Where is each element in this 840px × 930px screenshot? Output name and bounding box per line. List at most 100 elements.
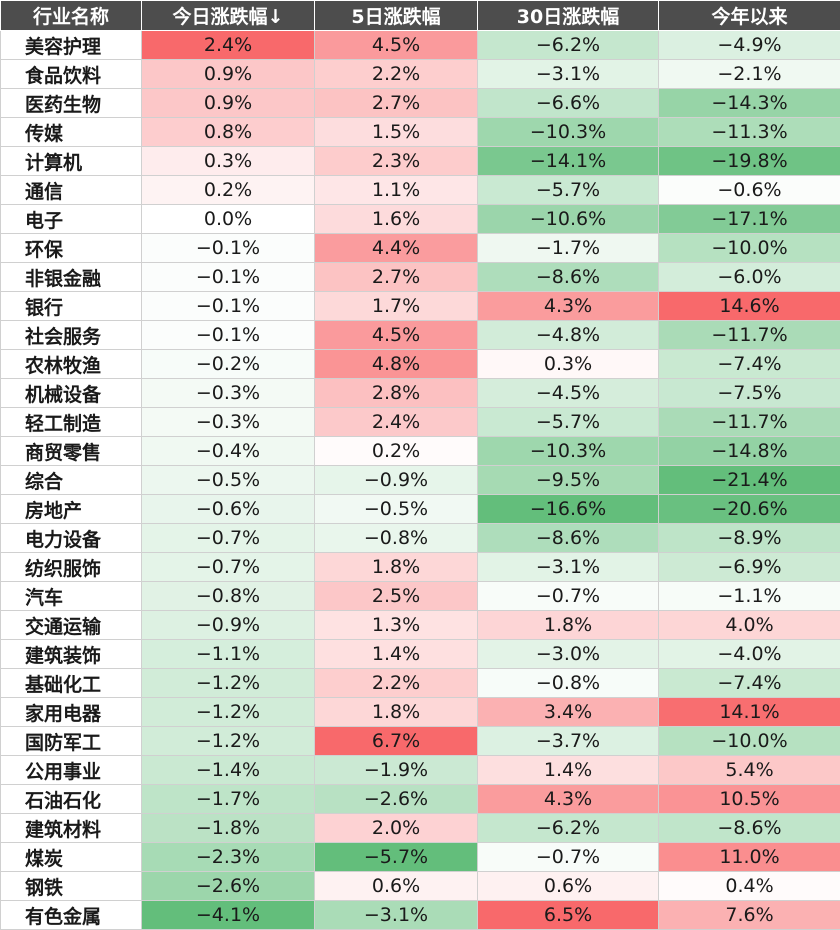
30day-change-cell: −6.2% xyxy=(478,814,659,843)
ytd-change-cell: −4.0% xyxy=(659,640,840,669)
industry-name-cell: 建筑材料 xyxy=(1,814,142,843)
industry-name-cell: 农林牧渔 xyxy=(1,350,142,379)
ytd-change-cell: −11.7% xyxy=(659,321,840,350)
30day-change-cell: 0.6% xyxy=(478,872,659,901)
ytd-change-cell: −7.4% xyxy=(659,350,840,379)
industry-name-cell: 社会服务 xyxy=(1,321,142,350)
table-row: 轻工制造−0.3%2.4%−5.7%−11.7% xyxy=(1,408,840,437)
ytd-change-cell: −10.0% xyxy=(659,727,840,756)
industry-name-cell: 综合 xyxy=(1,466,142,495)
ytd-change-cell: 4.0% xyxy=(659,611,840,640)
30day-change-cell: 4.3% xyxy=(478,292,659,321)
header-today-change[interactable]: 今日涨跌幅↓ xyxy=(142,1,315,31)
table-row: 有色金属−4.1%−3.1%6.5%7.6% xyxy=(1,901,840,930)
table-row: 煤炭−2.3%−5.7%−0.7%11.0% xyxy=(1,843,840,872)
table-row: 交通运输−0.9%1.3%1.8%4.0% xyxy=(1,611,840,640)
industry-name-cell: 有色金属 xyxy=(1,901,142,930)
today-change-cell: −0.7% xyxy=(142,553,315,582)
industry-name-cell: 汽车 xyxy=(1,582,142,611)
ytd-change-cell: −7.4% xyxy=(659,669,840,698)
today-change-cell: −1.2% xyxy=(142,698,315,727)
table-row: 公用事业−1.4%−1.9%1.4%5.4% xyxy=(1,756,840,785)
ytd-change-cell: −14.3% xyxy=(659,89,840,118)
ytd-change-cell: 11.0% xyxy=(659,843,840,872)
ytd-change-cell: 7.6% xyxy=(659,901,840,930)
today-change-cell: −2.3% xyxy=(142,843,315,872)
table-row: 汽车−0.8%2.5%−0.7%−1.1% xyxy=(1,582,840,611)
table-row: 银行−0.1%1.7%4.3%14.6% xyxy=(1,292,840,321)
ytd-change-cell: −1.1% xyxy=(659,582,840,611)
industry-name-cell: 房地产 xyxy=(1,495,142,524)
industry-name-cell: 纺织服饰 xyxy=(1,553,142,582)
table-row: 建筑装饰−1.1%1.4%−3.0%−4.0% xyxy=(1,640,840,669)
today-change-cell: −2.6% xyxy=(142,872,315,901)
30day-change-cell: −1.7% xyxy=(478,234,659,263)
industry-name-cell: 电子 xyxy=(1,205,142,234)
5day-change-cell: 2.4% xyxy=(315,408,478,437)
ytd-change-cell: −8.6% xyxy=(659,814,840,843)
today-change-cell: 0.9% xyxy=(142,89,315,118)
30day-change-cell: −16.6% xyxy=(478,495,659,524)
30day-change-cell: −8.6% xyxy=(478,524,659,553)
industry-name-cell: 钢铁 xyxy=(1,872,142,901)
header-5day-change[interactable]: 5日涨跌幅 xyxy=(315,1,478,31)
ytd-change-cell: −6.9% xyxy=(659,553,840,582)
table-row: 环保−0.1%4.4%−1.7%−10.0% xyxy=(1,234,840,263)
5day-change-cell: −0.8% xyxy=(315,524,478,553)
today-change-cell: −0.1% xyxy=(142,263,315,292)
30day-change-cell: −3.7% xyxy=(478,727,659,756)
today-change-cell: −0.3% xyxy=(142,408,315,437)
ytd-change-cell: 10.5% xyxy=(659,785,840,814)
today-change-cell: −0.5% xyxy=(142,466,315,495)
industry-name-cell: 机械设备 xyxy=(1,379,142,408)
today-change-cell: −0.1% xyxy=(142,234,315,263)
30day-change-cell: −4.8% xyxy=(478,321,659,350)
ytd-change-cell: −20.6% xyxy=(659,495,840,524)
ytd-change-cell: −6.0% xyxy=(659,263,840,292)
table-row: 社会服务−0.1%4.5%−4.8%−11.7% xyxy=(1,321,840,350)
30day-change-cell: −10.3% xyxy=(478,437,659,466)
5day-change-cell: 1.7% xyxy=(315,292,478,321)
header-ytd-change[interactable]: 今年以来 xyxy=(659,1,840,31)
5day-change-cell: 4.5% xyxy=(315,31,478,60)
industry-name-cell: 环保 xyxy=(1,234,142,263)
today-change-cell: −4.1% xyxy=(142,901,315,930)
30day-change-cell: 0.3% xyxy=(478,350,659,379)
today-change-cell: 0.8% xyxy=(142,118,315,147)
ytd-change-cell: −14.8% xyxy=(659,437,840,466)
industry-name-cell: 电力设备 xyxy=(1,524,142,553)
today-change-cell: −0.9% xyxy=(142,611,315,640)
table-row: 房地产−0.6%−0.5%−16.6%−20.6% xyxy=(1,495,840,524)
industry-name-cell: 商贸零售 xyxy=(1,437,142,466)
industry-name-cell: 医药生物 xyxy=(1,89,142,118)
industry-name-cell: 交通运输 xyxy=(1,611,142,640)
ytd-change-cell: −8.9% xyxy=(659,524,840,553)
5day-change-cell: −0.5% xyxy=(315,495,478,524)
5day-change-cell: −5.7% xyxy=(315,843,478,872)
30day-change-cell: −0.7% xyxy=(478,843,659,872)
ytd-change-cell: −11.7% xyxy=(659,408,840,437)
industry-name-cell: 轻工制造 xyxy=(1,408,142,437)
5day-change-cell: −1.9% xyxy=(315,756,478,785)
industry-name-cell: 石油石化 xyxy=(1,785,142,814)
5day-change-cell: 1.3% xyxy=(315,611,478,640)
table-row: 国防军工−1.2%6.7%−3.7%−10.0% xyxy=(1,727,840,756)
30day-change-cell: −5.7% xyxy=(478,176,659,205)
30day-change-cell: −6.6% xyxy=(478,89,659,118)
ytd-change-cell: −2.1% xyxy=(659,60,840,89)
header-30day-change[interactable]: 30日涨跌幅 xyxy=(478,1,659,31)
today-change-cell: −0.7% xyxy=(142,524,315,553)
30day-change-cell: −3.1% xyxy=(478,60,659,89)
today-change-cell: −1.4% xyxy=(142,756,315,785)
30day-change-cell: −5.7% xyxy=(478,408,659,437)
today-change-cell: 2.4% xyxy=(142,31,315,60)
5day-change-cell: 4.8% xyxy=(315,350,478,379)
5day-change-cell: 1.8% xyxy=(315,698,478,727)
30day-change-cell: 4.3% xyxy=(478,785,659,814)
5day-change-cell: 0.6% xyxy=(315,872,478,901)
